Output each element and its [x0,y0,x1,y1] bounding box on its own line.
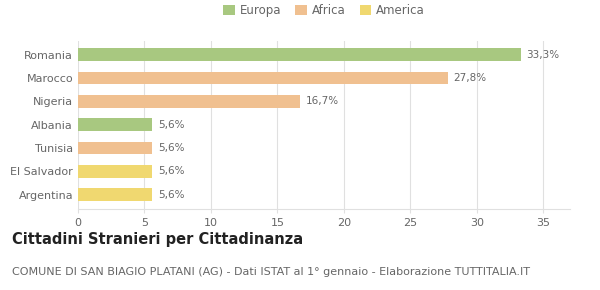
Legend: Europa, Africa, America: Europa, Africa, America [218,0,430,22]
Bar [78,142,152,155]
Bar [78,165,152,178]
Text: 16,7%: 16,7% [305,96,338,106]
Text: 5,6%: 5,6% [158,166,184,176]
Text: 5,6%: 5,6% [158,120,184,130]
Text: 5,6%: 5,6% [158,143,184,153]
Bar [78,72,448,84]
Bar [78,95,300,108]
Bar [78,188,152,201]
Text: 5,6%: 5,6% [158,190,184,200]
Text: 27,8%: 27,8% [453,73,486,83]
Bar [78,48,521,61]
Text: COMUNE DI SAN BIAGIO PLATANI (AG) - Dati ISTAT al 1° gennaio - Elaborazione TUTT: COMUNE DI SAN BIAGIO PLATANI (AG) - Dati… [12,267,530,277]
Text: 33,3%: 33,3% [526,50,559,60]
Bar [78,118,152,131]
Text: Cittadini Stranieri per Cittadinanza: Cittadini Stranieri per Cittadinanza [12,232,303,247]
